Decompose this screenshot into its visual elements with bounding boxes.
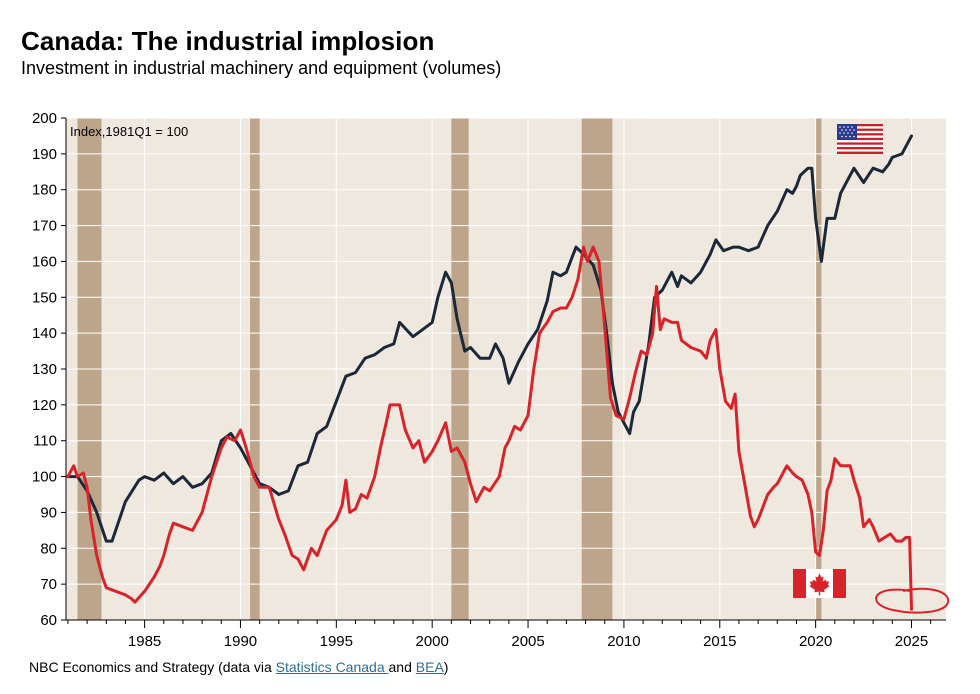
x-tick-label: 1995 [320,633,353,650]
y-tick-label: 180 [32,182,57,199]
bea-link[interactable]: BEA [415,659,444,675]
y-tick-label: 130 [32,361,57,378]
index-annotation: Index,1981Q1 = 100 [70,124,188,139]
statistics-canada-link[interactable]: Statistics Canada [275,659,389,675]
x-tick-label: 2025 [895,633,928,650]
x-tick-label: 2005 [511,633,544,650]
y-tick-label: 110 [33,433,57,450]
source-note: NBC Economics and Strategy (data via Sta… [29,659,448,675]
highlight-circle [875,587,950,614]
y-tick-label: 120 [32,397,57,414]
y-tick-label: 70 [40,576,57,593]
us-flag [837,124,883,154]
y-tick-label: 60 [40,612,57,629]
series-line-canada [66,245,913,611]
axes: 60 70 80 90 100 110 120 130 140 150 160 170 180 190 20… [32,110,946,650]
y-tick-label: 140 [32,325,57,342]
series-line-united-states [66,134,913,543]
y-tick-label: 100 [32,469,57,486]
y-tick-label: 200 [32,110,57,127]
x-tick-label: 1990 [224,633,257,650]
y-tick-label: 170 [32,218,57,235]
source-suffix: ) [443,659,449,675]
source-prefix: NBC Economics and Strategy (data via [29,659,276,675]
x-tick-label: 2000 [415,633,448,650]
canada-flag [793,569,846,598]
y-tick-label: 90 [40,504,57,521]
x-tick-label: 2015 [703,633,736,650]
x-tick-label: 2010 [607,633,640,650]
y-tick-label: 80 [40,540,57,557]
y-tick-label: 150 [32,289,57,306]
x-tick-label: 1985 [128,633,161,650]
y-tick-label: 190 [32,146,57,163]
series-lines [66,134,913,611]
y-tick-label: 160 [32,253,57,270]
x-tick-label: 2020 [799,633,832,650]
chart-subtitle: Investment in industrial machinery and e… [21,58,502,78]
chart-title: Canada: The industrial implosion [21,26,435,56]
source-middle: and [388,659,416,675]
